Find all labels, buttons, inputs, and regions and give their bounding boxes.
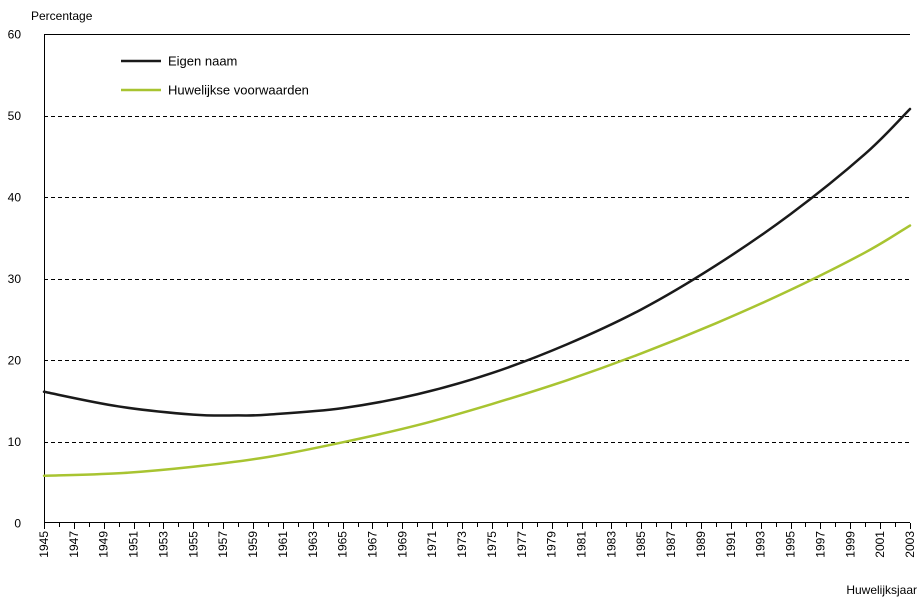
x-tick-label: 1955: [186, 531, 200, 558]
axes: [44, 34, 910, 523]
x-tick-label: 1993: [754, 531, 768, 558]
x-tick-label: 2001: [873, 531, 887, 558]
x-tick-label: 1985: [634, 531, 648, 558]
legend-label-huwelijkse-voorwaarden: Huwelijkse voorwaarden: [168, 83, 309, 98]
x-tick-label: 1981: [575, 531, 589, 558]
series-lines: [42, 107, 912, 477]
legend: Eigen naam Huwelijkse voorwaarden: [121, 54, 309, 98]
x-tick-label: 1967: [365, 531, 379, 558]
x-tick-label: 1995: [784, 531, 798, 558]
x-tick-label: 1983: [604, 531, 618, 558]
y-tick-labels: 0 10 20 30 40 50 60: [8, 28, 22, 531]
gridlines: [44, 34, 910, 443]
x-tick-label: 1965: [336, 531, 350, 558]
x-tick-label: 1963: [306, 531, 320, 558]
x-tick-label: 1997: [813, 531, 827, 558]
y-tick-label: 50: [8, 109, 22, 123]
x-tick-label: 1951: [127, 531, 141, 558]
x-tick-label: 1999: [843, 531, 857, 558]
x-tick-label: 1959: [246, 531, 260, 558]
y-tick-label: 10: [8, 435, 22, 449]
x-tick-label: 1977: [515, 531, 529, 558]
x-tick-label: 1973: [455, 531, 469, 558]
legend-label-eigen-naam: Eigen naam: [168, 54, 237, 69]
y-tick-label: 0: [14, 517, 21, 531]
x-tick-labels: 1945 1947 1949 1951 1953 1955 1957 1959 1961 1963…: [37, 523, 917, 558]
x-tick-label: 2003: [903, 531, 917, 558]
x-tick-label: 1969: [395, 531, 409, 558]
x-tick-label: 1975: [485, 531, 499, 558]
x-tick-label: 1945: [37, 531, 51, 558]
x-tick-label: 1971: [425, 531, 439, 558]
x-tick-label: 1953: [156, 531, 170, 558]
series-line-huwelijkse-voorwaarden: [42, 224, 912, 477]
x-tick-label: 1947: [67, 531, 81, 558]
x-tick-label: 1989: [694, 531, 708, 558]
x-axis-title: Huwelijksjaar: [846, 583, 917, 597]
y-tick-label: 40: [8, 191, 22, 205]
x-tick-label: 1949: [97, 531, 111, 558]
x-tick-label: 1991: [724, 531, 738, 558]
x-tick-label: 1961: [276, 531, 290, 558]
y-axis-title: Percentage: [31, 9, 93, 23]
y-tick-label: 30: [8, 272, 22, 286]
x-tick-label: 1979: [545, 531, 559, 558]
x-tick-label: 1957: [216, 531, 230, 558]
y-tick-label: 20: [8, 354, 22, 368]
y-tick-label: 60: [8, 28, 22, 42]
series-line-eigen-naam: [42, 107, 912, 417]
x-tick-label: 1987: [664, 531, 678, 558]
